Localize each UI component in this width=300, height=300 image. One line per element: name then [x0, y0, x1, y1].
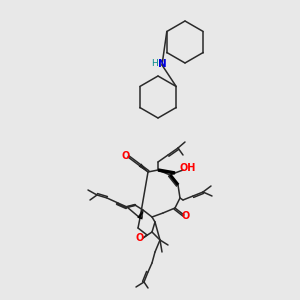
- Text: O: O: [122, 151, 130, 161]
- Text: N: N: [158, 59, 166, 69]
- Polygon shape: [139, 164, 148, 172]
- Text: O: O: [136, 233, 144, 243]
- Text: OH: OH: [180, 163, 196, 173]
- Text: H: H: [152, 59, 158, 68]
- Text: O: O: [182, 211, 190, 221]
